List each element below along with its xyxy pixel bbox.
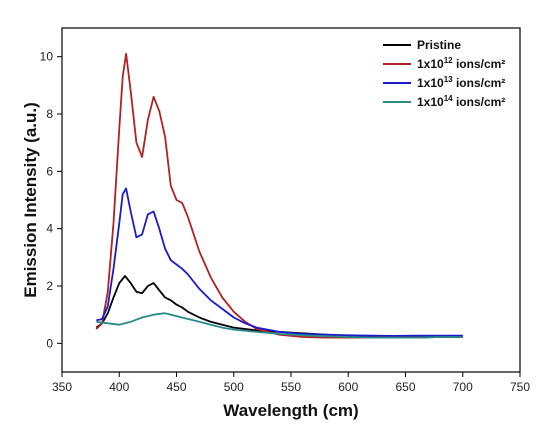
x-axis-title: Wavelength (cm): [223, 401, 358, 420]
series-layer: [95, 52, 463, 339]
y-axis-title: Emission Intensity (a.u.): [21, 102, 40, 298]
x-tick-label: 500: [224, 380, 244, 394]
y-tick-label: 6: [46, 164, 53, 178]
series-line-2: [96, 187, 463, 337]
y-tick-label: 2: [46, 279, 53, 293]
x-tick-label: 600: [338, 380, 358, 394]
x-tick-label: 450: [166, 380, 186, 394]
series-line-1: [95, 52, 463, 339]
x-tick-label: 700: [453, 380, 473, 394]
y-tick-label: 10: [40, 50, 54, 64]
series-line-3: [96, 312, 463, 339]
y-tick-label: 8: [46, 107, 53, 121]
legend: Pristine 1x1012 ions/cm² 1x1013 ions/cm² 1x…: [383, 38, 505, 109]
x-tick-label: 750: [510, 380, 530, 394]
x-tick-label: 650: [395, 380, 415, 394]
legend-label-0: Pristine: [417, 38, 461, 52]
legend-label-3: 1x1014 ions/cm²: [417, 94, 505, 109]
axis-layer: 350 400 450 500 550 600 650 700 750 0 2 4 6 8 10: [40, 50, 531, 394]
series-line-0: [95, 275, 463, 339]
x-tick-label: 400: [109, 380, 129, 394]
x-tick-label: 350: [52, 380, 72, 394]
x-tick-label: 550: [281, 380, 301, 394]
y-tick-label: 0: [46, 336, 53, 350]
legend-label-1: 1x1012 ions/cm²: [417, 56, 505, 71]
legend-label-2: 1x1013 ions/cm²: [417, 75, 505, 90]
y-tick-label: 4: [46, 222, 53, 236]
